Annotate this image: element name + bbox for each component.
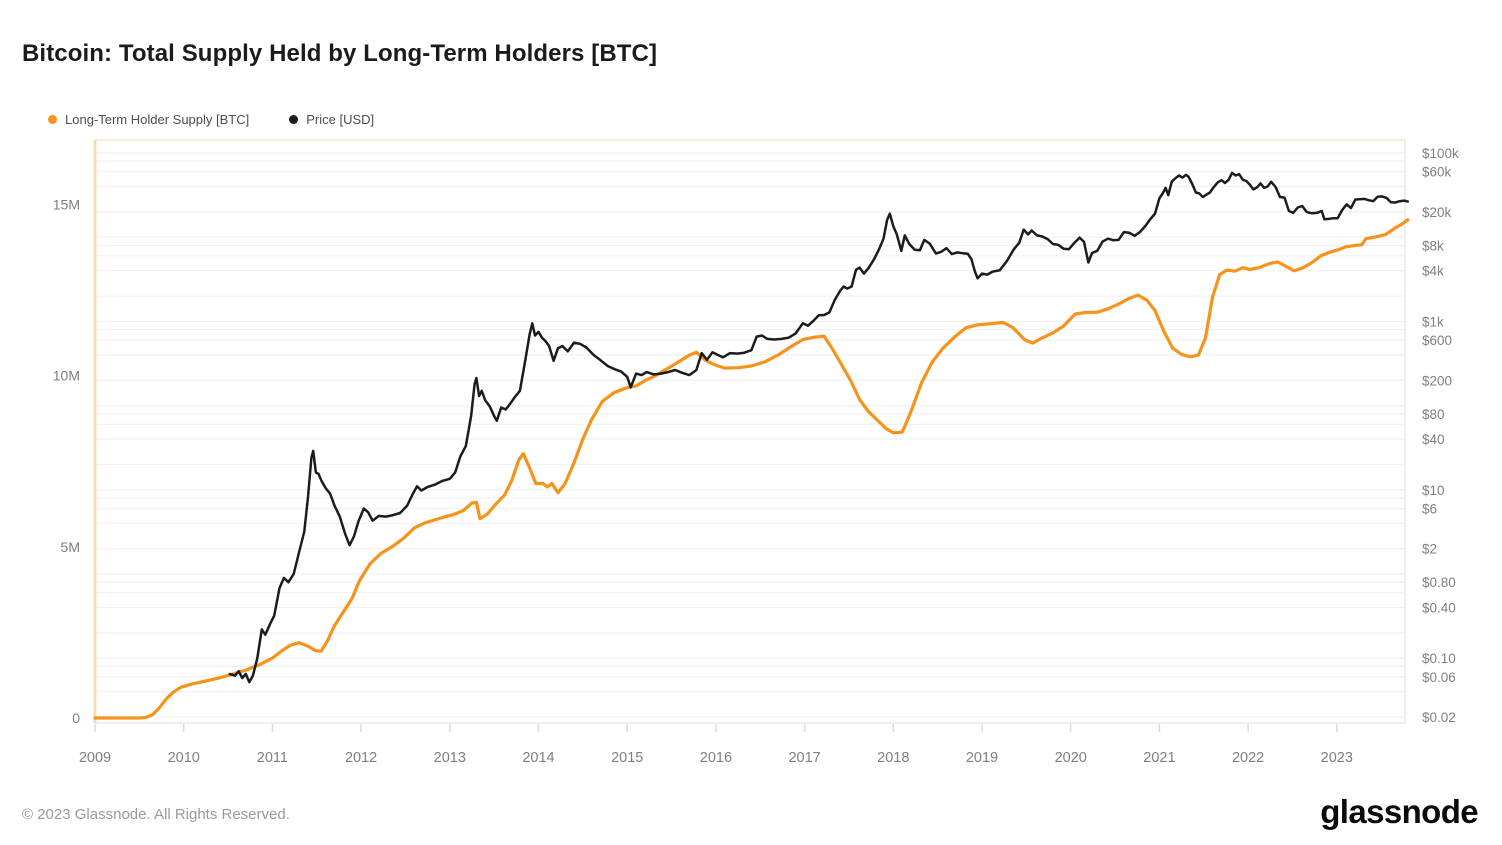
right-axis-tick-label: $0.06 (1422, 670, 1456, 685)
right-axis-tick-label: $0.02 (1422, 710, 1456, 725)
left-axis-tick-label: 10M (53, 368, 80, 384)
x-axis-tick-label: 2023 (1321, 750, 1353, 766)
right-axis-price: $100k $60k $20k $8k $4k $1k $600 $200 $80 $40 $10 $… (1422, 146, 1459, 725)
left-axis-tick-label: 5M (61, 539, 80, 555)
price-gridlines (95, 152, 1405, 718)
x-axis-tick-label: 2013 (434, 750, 466, 766)
glassnode-logo: glassnode (1320, 793, 1478, 830)
x-axis-tick-label: 2018 (877, 750, 909, 766)
x-axis-tick-label: 2019 (966, 750, 998, 766)
left-axis-tick-label: 0 (72, 710, 80, 726)
x-axis-tick-label: 2017 (788, 750, 820, 766)
right-axis-tick-label: $4k (1422, 264, 1444, 279)
right-axis-tick-label: $20k (1422, 205, 1452, 220)
right-axis-tick-label: $80 (1422, 407, 1445, 422)
left-axis-supply: 0 5M 10M 15M (53, 196, 80, 726)
legend-item-label: Price [USD] (306, 112, 375, 127)
right-axis-tick-label: $200 (1422, 373, 1452, 388)
x-axis: 2009 2010 2011 2012 2013 2014 2015 2016 2017 2018… (79, 724, 1353, 766)
right-axis-tick-label: $6 (1422, 501, 1437, 516)
right-axis-tick-label: $40 (1422, 432, 1445, 447)
legend-item-label: Long-Term Holder Supply [BTC] (65, 112, 250, 127)
x-axis-tick-label: 2020 (1055, 750, 1087, 766)
lth-supply-legend-dot-icon (48, 115, 57, 124)
right-axis-tick-label: $100k (1422, 146, 1459, 161)
chart-legend: Long-Term Holder Supply [BTC] Price [USD… (48, 112, 374, 127)
right-axis-tick-label: $0.40 (1422, 601, 1456, 616)
x-axis-tick-label: 2009 (79, 750, 111, 766)
x-axis-tick-label: 2010 (168, 750, 200, 766)
price-legend-dot-icon (289, 115, 299, 124)
x-axis-tick-label: 2022 (1232, 750, 1264, 766)
right-axis-tick-label: $2 (1422, 542, 1437, 557)
series-lth-supply-line[interactable] (93, 218, 1410, 720)
right-axis-tick-label: $60k (1422, 165, 1452, 180)
copyright-notice: © 2023 Glassnode. All Rights Reserved. (22, 806, 290, 823)
page-title: Bitcoin: Total Supply Held by Long-Term … (22, 40, 658, 68)
series-price-line[interactable] (228, 171, 1410, 684)
legend-item-lth-supply[interactable]: Long-Term Holder Supply [BTC] (48, 112, 249, 127)
left-axis-tick-label: 15M (53, 196, 80, 212)
x-axis-tick-label: 2021 (1143, 750, 1175, 766)
x-axis-tick-label: 2012 (345, 750, 377, 766)
x-axis-tick-label: 2014 (522, 750, 554, 766)
right-axis-tick-label: $0.10 (1422, 651, 1456, 666)
right-axis-tick-label: $10 (1422, 483, 1445, 498)
x-axis-tick-label: 2016 (700, 750, 732, 766)
x-axis-tick-label: 2011 (257, 750, 288, 766)
right-axis-tick-label: $0.80 (1422, 575, 1456, 590)
x-axis-tick-label: 2015 (611, 750, 643, 766)
right-axis-tick-label: $8k (1422, 238, 1444, 253)
right-axis-tick-label: $600 (1422, 333, 1452, 348)
right-axis-tick-label: $1k (1422, 314, 1444, 329)
legend-item-price[interactable]: Price [USD] (289, 112, 374, 127)
